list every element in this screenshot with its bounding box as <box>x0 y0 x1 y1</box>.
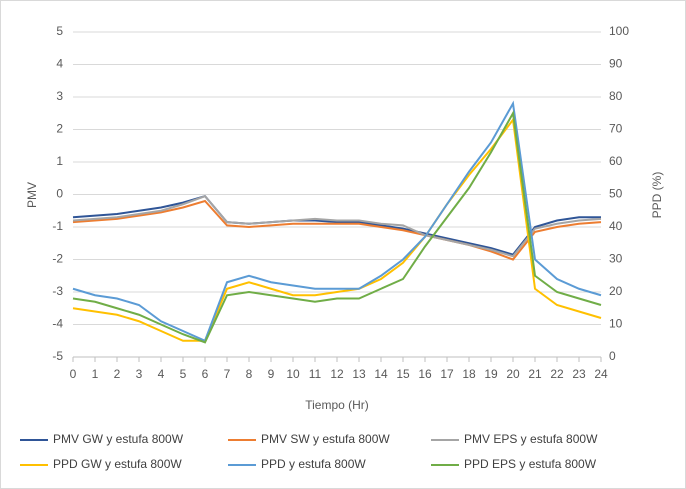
y2-tick-label: 10 <box>609 317 623 331</box>
x-tick-label: 23 <box>572 367 586 381</box>
legend-label: PPD y estufa 800W <box>261 457 366 471</box>
y2-tick-label: 20 <box>609 284 623 298</box>
x-tick-label: 18 <box>462 367 476 381</box>
y-tick-label: -3 <box>52 284 63 298</box>
y-tick-label: 2 <box>56 122 63 136</box>
y2-tick-label: 50 <box>609 187 623 201</box>
x-tick-label: 19 <box>484 367 498 381</box>
y-tick-label: -2 <box>52 252 63 266</box>
x-tick-label: 2 <box>114 367 121 381</box>
y2-tick-label: 70 <box>609 122 623 136</box>
legend-label: PPD GW y estufa 800W <box>53 457 182 471</box>
y2-tick-label: 60 <box>609 154 623 168</box>
y2-tick-label: 0 <box>609 349 616 363</box>
x-tick-label: 20 <box>506 367 520 381</box>
x-tick-label: 4 <box>158 367 165 381</box>
x-tick-label: 13 <box>352 367 366 381</box>
legend-label: PMV GW y estufa 800W <box>53 432 184 446</box>
x-tick-label: 12 <box>330 367 344 381</box>
x-tick-label: 8 <box>246 367 253 381</box>
y-tick-label: 0 <box>56 187 63 201</box>
x-tick-label: 11 <box>309 367 322 381</box>
y2-tick-label: 40 <box>609 219 623 233</box>
x-tick-label: 17 <box>440 367 454 381</box>
y2-tick-label: 100 <box>609 24 629 38</box>
x-tick-label: 15 <box>396 367 410 381</box>
x-tick-label: 9 <box>268 367 275 381</box>
x-tick-label: 5 <box>180 367 187 381</box>
y-tick-label: -1 <box>52 219 63 233</box>
x-tick-label: 14 <box>374 367 388 381</box>
x-tick-label: 3 <box>136 367 143 381</box>
y-tick-label: 1 <box>56 154 63 168</box>
y-tick-label: -5 <box>52 349 63 363</box>
x-axis-label: Tiempo (Hr) <box>305 398 369 412</box>
x-tick-label: 24 <box>594 367 608 381</box>
y-tick-label: 4 <box>56 57 63 71</box>
y2-tick-label: 90 <box>609 57 623 71</box>
x-tick-label: 21 <box>528 367 542 381</box>
y2-tick-label: 80 <box>609 89 623 103</box>
legend-label: PMV EPS y estufa 800W <box>464 432 598 446</box>
x-tick-label: 1 <box>92 367 99 381</box>
y-axis-label: PMV <box>25 182 39 208</box>
y2-tick-label: 30 <box>609 252 623 266</box>
legend-label: PPD EPS y estufa 800W <box>464 457 597 471</box>
y-tick-label: -4 <box>52 317 63 331</box>
y2-axis-label: PPD (%) <box>650 172 664 219</box>
x-tick-label: 22 <box>550 367 564 381</box>
x-tick-label: 7 <box>224 367 231 381</box>
series-line <box>72 100 602 343</box>
series-line <box>72 110 602 344</box>
x-tick-label: 6 <box>202 367 209 381</box>
legend-label: PMV SW y estufa 800W <box>261 432 390 446</box>
y-tick-label: 5 <box>56 24 63 38</box>
x-tick-label: 0 <box>70 367 77 381</box>
y-tick-label: 3 <box>56 89 63 103</box>
series-line <box>72 199 602 261</box>
x-tick-label: 16 <box>418 367 432 381</box>
series-line <box>72 194 602 258</box>
x-tick-label: 10 <box>286 367 300 381</box>
series-line <box>72 194 601 256</box>
